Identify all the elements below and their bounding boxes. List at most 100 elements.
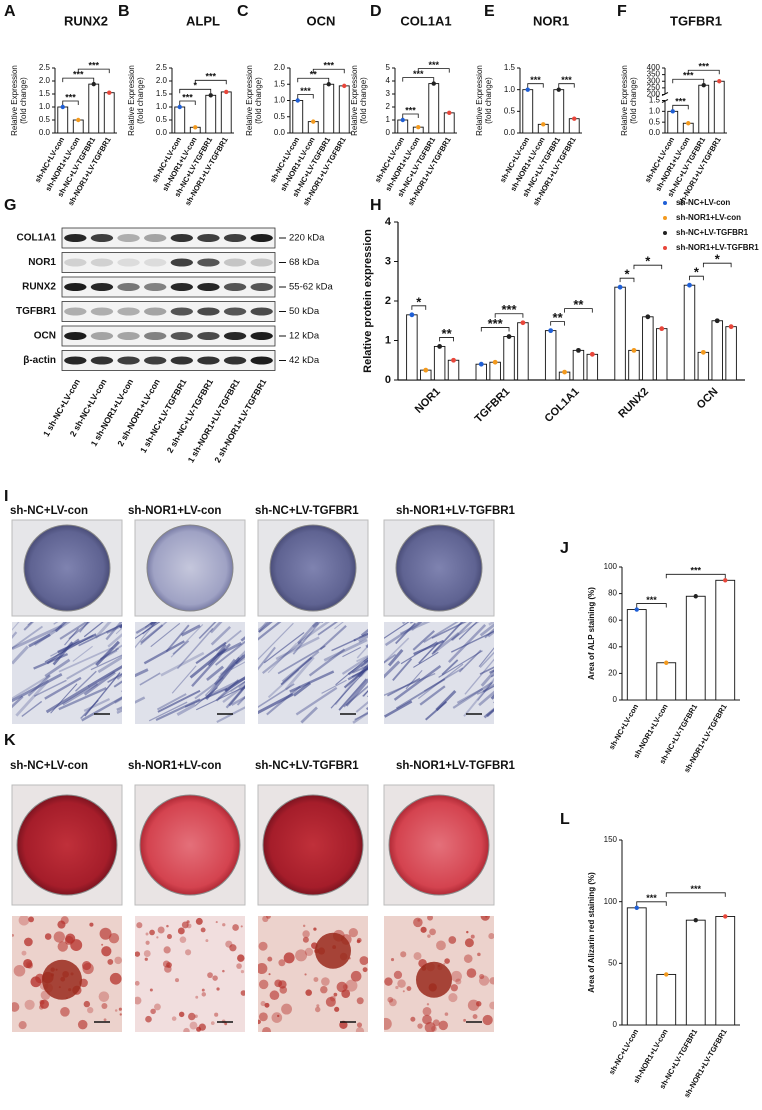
y-tick-label: 150: [604, 835, 618, 844]
significance-label: *: [694, 265, 700, 280]
cell-streak: [106, 623, 122, 634]
blot-band: [170, 307, 193, 316]
y-tick-label: 1.5: [504, 63, 516, 72]
nodule: [30, 976, 42, 988]
cell-streak: [479, 623, 494, 637]
significance-bracket: [672, 104, 689, 110]
significance-bracket: [312, 68, 345, 74]
bar-point: [541, 122, 546, 127]
bar: [517, 322, 529, 381]
y-tick-label: 300: [647, 76, 661, 85]
bar-point: [717, 79, 722, 84]
cell-streak: [354, 712, 368, 721]
cell-streak: [480, 669, 494, 687]
bar: [667, 110, 679, 134]
cell-streak: [235, 653, 245, 665]
bar-point: [107, 90, 112, 95]
nodule: [237, 954, 245, 962]
bar: [433, 345, 446, 381]
bar-point: [326, 82, 331, 87]
cell-streak: [497, 684, 547, 708]
cell-streak: [54, 622, 67, 633]
nodule: [212, 975, 218, 981]
size-label: 55-62 kDa: [289, 282, 334, 293]
nodule: [185, 949, 192, 956]
nodule: [427, 916, 433, 921]
cell-streak: [463, 677, 494, 717]
cell-streak: [395, 622, 417, 645]
nodule: [232, 924, 239, 931]
blot-band: [90, 332, 114, 340]
well: [269, 524, 357, 612]
cell-streak: [331, 639, 356, 652]
cell-streak: [12, 673, 63, 703]
cell-streak: [33, 622, 71, 646]
cell-streak: [222, 683, 245, 703]
cell-streak: [489, 669, 494, 674]
size-label: 12 kDa: [289, 331, 320, 342]
significance-label: **: [442, 326, 453, 341]
cell-streak: [62, 682, 99, 706]
group-caption: sh-NC+LV-TGFBR1: [255, 760, 359, 772]
significance-bracket: [297, 94, 314, 99]
nodule: [450, 970, 462, 982]
blot-band: [197, 234, 220, 242]
cell-streak: [419, 685, 446, 706]
protein-label: NOR1: [28, 257, 56, 268]
y-axis-label: Relative Expression: [350, 65, 359, 136]
bar-point: [634, 905, 639, 911]
nodule: [438, 1020, 449, 1031]
cell-streak: [90, 654, 122, 671]
bar: [697, 351, 710, 381]
y-tick-label: 0.5: [649, 117, 661, 126]
bar: [586, 353, 599, 381]
significance-label: *: [624, 267, 630, 282]
x-tick-label: NOR1: [413, 386, 443, 416]
nodule: [83, 1000, 91, 1008]
bar-point: [208, 93, 213, 98]
blot-band: [144, 234, 167, 242]
cell-streak: [135, 622, 161, 640]
cell-streak: [393, 664, 442, 701]
bar-point: [91, 81, 96, 87]
cell-streak: [330, 666, 368, 709]
panel-letter: I: [4, 488, 8, 505]
y-tick-label: 0.0: [504, 128, 516, 137]
cell-streak: [12, 631, 18, 639]
cell-streak: [490, 693, 494, 700]
bar-point: [193, 125, 198, 130]
nodule: [313, 927, 317, 931]
bar-point: [423, 367, 429, 373]
nodule: [262, 916, 269, 923]
bar-point: [437, 344, 443, 349]
cell-streak: [261, 641, 303, 675]
y-tick-label: 2.5: [156, 63, 168, 72]
blot-frame: [61, 227, 276, 249]
well: [23, 524, 111, 612]
nodule: [214, 1012, 219, 1017]
nodule: [262, 1026, 271, 1032]
bar-point: [634, 607, 639, 612]
cell-streak: [81, 696, 122, 722]
cell-streak: [412, 630, 435, 651]
cell-streak: [432, 632, 460, 654]
cell-streak: [143, 640, 185, 665]
y-tick-label: 2.5: [39, 63, 51, 72]
nodule: [466, 968, 477, 978]
significance-label: ***: [88, 60, 99, 70]
significance-label: **: [553, 310, 564, 325]
micrograph: [258, 916, 368, 1032]
y-axis-label: Relative Expression: [475, 65, 484, 136]
cell-streak: [384, 653, 397, 664]
nodule: [339, 1020, 348, 1030]
y-tick-label: 350: [647, 70, 661, 79]
legend-label: sh-NOR1+LV-TGFBR1: [676, 243, 759, 252]
y-tick-label: 250: [647, 83, 661, 92]
nodule: [482, 1014, 493, 1026]
bar: [713, 80, 725, 134]
nodule: [101, 946, 112, 957]
y-axis-label: (fold change): [254, 77, 263, 124]
bar: [428, 83, 440, 134]
y-tick-label: 0: [613, 695, 618, 704]
cell-streak: [347, 659, 368, 676]
